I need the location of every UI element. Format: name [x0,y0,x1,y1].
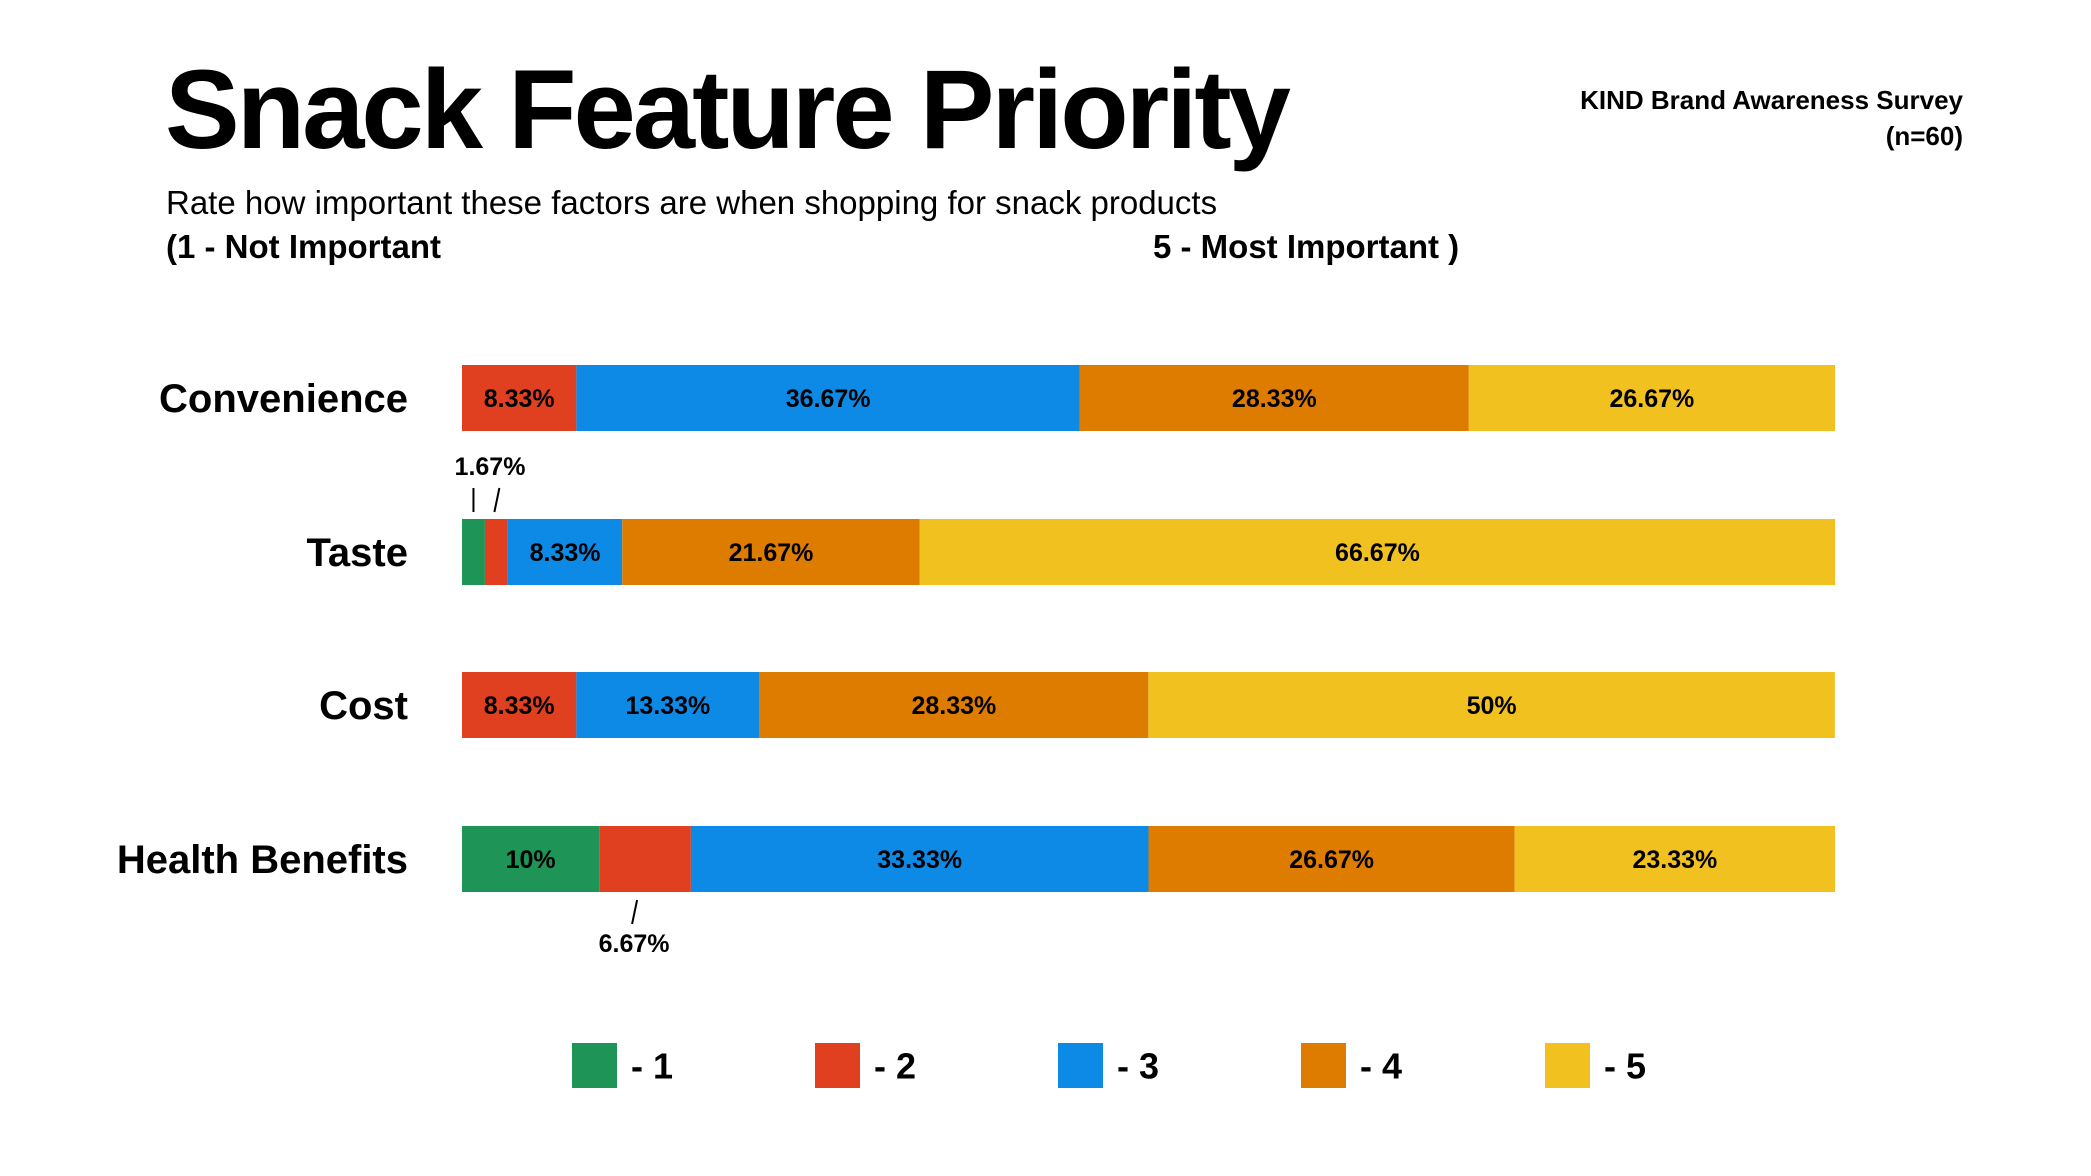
legend-label-3: - 3 [1117,1046,1159,1087]
bar-segment-cost-2 [462,672,577,738]
bar-segment-health-benefits-5 [1514,826,1835,892]
callout-label-health-benefits: 6.67% [599,930,670,958]
category-label-taste: Taste [306,531,408,575]
scale-high-label: 5 - Most Important ) [1153,228,1460,265]
data-label-taste-5: 66.67% [1335,539,1420,567]
data-label-cost-3: 13.33% [625,692,710,720]
legend-label-4: - 4 [1360,1046,1402,1087]
bar-segment-taste-4 [622,519,920,585]
legend-swatch-2 [815,1043,860,1088]
legend-label-2: - 2 [874,1046,916,1087]
data-label-cost-4: 28.33% [911,692,996,720]
bar-segment-cost-3 [576,672,760,738]
legend-swatch-3 [1058,1043,1103,1088]
legend-swatch-1 [572,1043,617,1088]
bar-segment-health-benefits-1 [462,826,600,892]
data-label-convenience-2: 8.33% [484,385,555,413]
category-label-health-benefits: Health Benefits [117,838,408,882]
chart-subtitle: Rate how important these factors are whe… [166,184,1218,221]
data-label-cost-2: 8.33% [484,692,555,720]
legend-label-1: - 1 [631,1046,673,1087]
bar-segment-taste-3 [507,519,623,585]
category-label-cost: Cost [319,684,408,728]
legend-swatch-4 [1301,1043,1346,1088]
callout-label-taste: 1.67% [455,453,526,481]
data-label-taste-3: 8.33% [530,539,601,567]
bar-segment-taste-2 [484,519,508,585]
data-label-convenience-3: 36.67% [786,385,871,413]
data-label-health-benefits-3: 33.33% [877,846,962,874]
bar-segment-cost-4 [759,672,1149,738]
data-label-convenience-5: 26.67% [1610,385,1695,413]
data-label-health-benefits-5: 23.33% [1632,846,1717,874]
bar-segment-convenience-3 [576,365,1080,431]
data-label-taste-4: 21.67% [729,539,814,567]
callout-leader-health-benefits-2 [631,899,639,925]
scale-low-label: (1 - Not Important [166,228,441,265]
data-label-convenience-4: 28.33% [1232,385,1317,413]
data-label-health-benefits-4: 26.67% [1289,846,1374,874]
bar-segment-cost-5 [1148,672,1835,738]
bar-segment-health-benefits-4 [1148,826,1515,892]
callout-leader-taste-2 [493,487,501,513]
survey-source: KIND Brand Awareness Survey (n=60) [1580,85,1963,151]
data-label-cost-5: 50% [1467,692,1517,720]
chart-title: Snack Feature Priority [165,47,1291,172]
bar-segment-convenience-5 [1468,365,1835,431]
bar-segment-convenience-2 [462,365,577,431]
legend-label-5: - 5 [1604,1046,1646,1087]
bar-segment-convenience-4 [1079,365,1469,431]
bar-segment-health-benefits-3 [690,826,1149,892]
bar-segment-taste-1 [462,519,485,585]
data-label-health-benefits-1: 10% [506,846,556,874]
bar-segment-health-benefits-2 [599,826,691,892]
category-label-convenience: Convenience [159,377,408,421]
bar-segment-taste-5 [919,519,1836,585]
legend-swatch-5 [1545,1043,1590,1088]
